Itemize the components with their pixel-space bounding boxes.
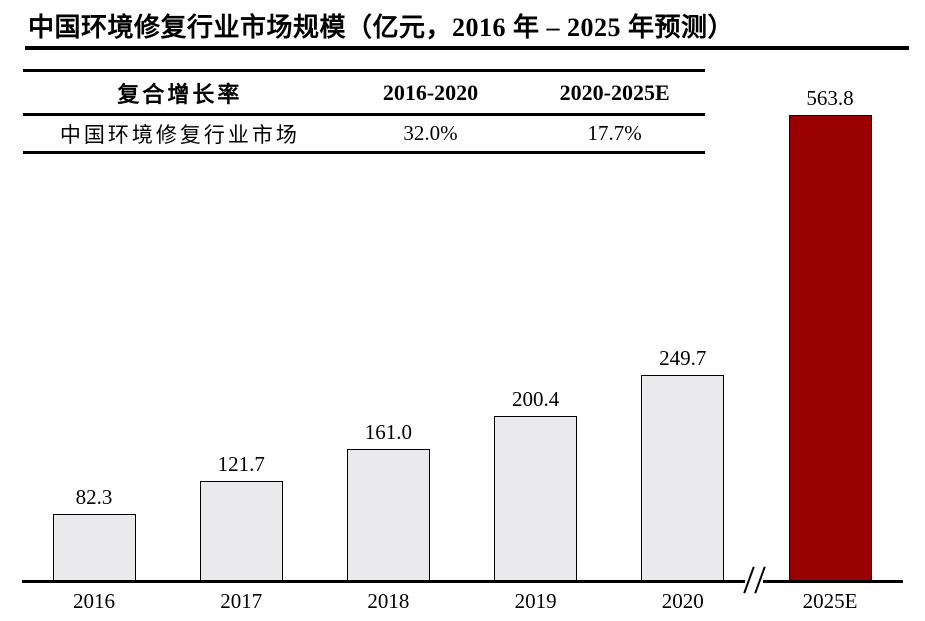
bar-value-label-2019: 200.4 xyxy=(511,386,560,411)
page-title: 中国环境修复行业市场规模（亿元，2016 年 – 2025 年预测） xyxy=(28,13,735,42)
x-axis-label-2025E: 2025E xyxy=(802,589,858,613)
cagr-value-2016-2020: 32.0% xyxy=(403,121,458,145)
cagr-table: 复合增长率 2016-2020 2020-2025E 中国环境修复行业市场 32… xyxy=(23,69,705,154)
bar-2019 xyxy=(494,416,578,582)
bar-2018 xyxy=(346,449,430,582)
cagr-table-header-2016-2020: 2016-2020 xyxy=(382,79,479,105)
bar-value-label-2017: 121.7 xyxy=(217,451,265,476)
cagr-table-header-2020-2025e: 2020-2025E xyxy=(559,79,670,105)
bar-2025E xyxy=(788,115,872,582)
bar-value-label-2018: 161.0 xyxy=(364,419,413,444)
cagr-table-row: 中国环境修复行业市场 32.0% 17.7% xyxy=(23,116,705,151)
bar-value-label-2020: 249.7 xyxy=(659,345,707,370)
x-axis-label-2017: 2017 xyxy=(220,589,263,613)
cagr-row-label: 中国环境修复行业市场 xyxy=(59,122,300,147)
x-axis-segment-left xyxy=(22,580,745,583)
x-axis-label-2016: 2016 xyxy=(73,589,115,613)
cagr-table-header-metric: 复合增长率 xyxy=(117,81,243,107)
bar-2016 xyxy=(52,514,136,582)
bar-2017 xyxy=(199,481,283,582)
x-axis-segment-right xyxy=(763,580,903,583)
cagr-value-2020-2025e: 17.7% xyxy=(587,121,642,145)
cagr-table-header-row: 复合增长率 2016-2020 2020-2025E xyxy=(23,72,705,116)
bar-2020 xyxy=(641,375,725,582)
x-axis-label-2019: 2019 xyxy=(514,589,557,613)
x-axis-label-2018: 2018 xyxy=(367,589,410,613)
title-underline xyxy=(25,46,909,50)
bar-value-label-2016: 82.3 xyxy=(75,484,113,509)
bar-value-label-2025E: 563.8 xyxy=(806,85,854,110)
x-axis-label-2020: 2020 xyxy=(661,589,704,613)
